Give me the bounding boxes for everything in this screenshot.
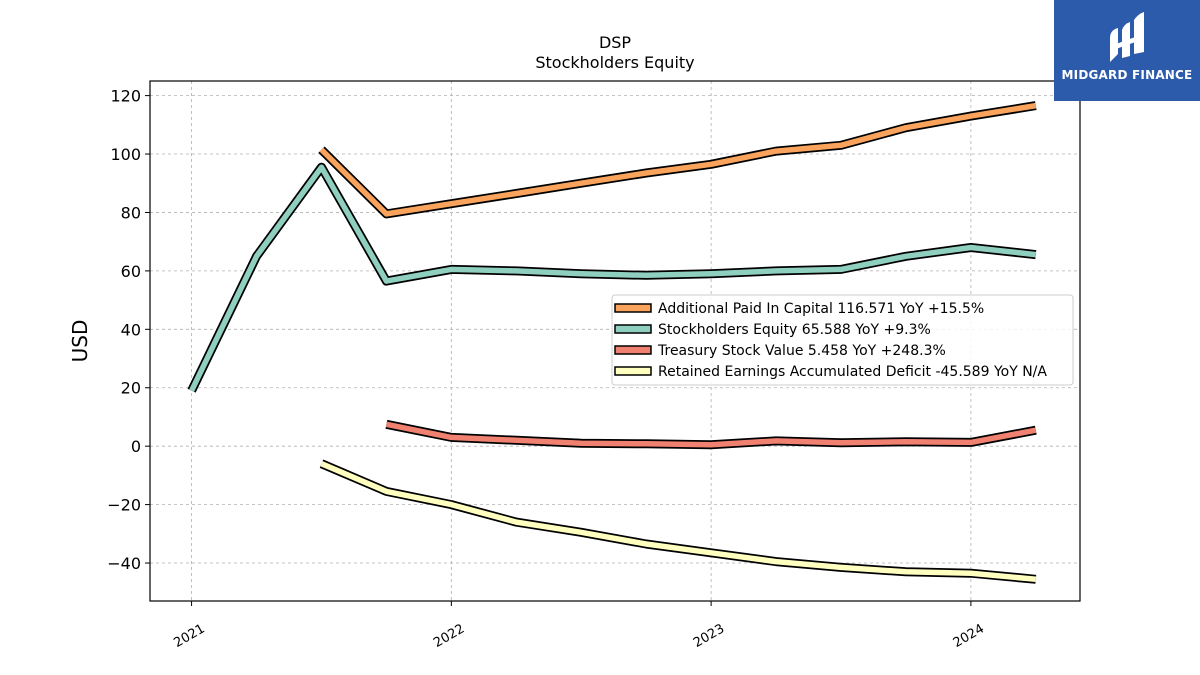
y-tick-label: 40 bbox=[121, 320, 141, 339]
y-tick-label: −20 bbox=[107, 496, 141, 515]
x-tick-label: 2022 bbox=[431, 621, 467, 651]
legend-label: Retained Earnings Accumulated Deficit -4… bbox=[658, 364, 1047, 380]
logo-text: MIDGARD FINANCE bbox=[1061, 68, 1193, 82]
y-tick-label: 0 bbox=[131, 437, 141, 456]
y-tick-label: −40 bbox=[107, 554, 141, 573]
legend-swatch bbox=[614, 324, 652, 334]
series-stroke bbox=[319, 102, 1037, 217]
y-tick-label: 100 bbox=[110, 145, 141, 164]
series-line-0 bbox=[318, 101, 1037, 219]
series-stroke bbox=[189, 164, 1037, 392]
series-outline bbox=[319, 459, 1037, 584]
midgard-logo-icon bbox=[1110, 12, 1144, 62]
legend-swatch bbox=[614, 366, 652, 376]
legend-swatch bbox=[614, 303, 652, 313]
y-tick-label: 80 bbox=[121, 203, 141, 222]
chart-subtitle: Stockholders Equity bbox=[535, 53, 694, 72]
chart-title: DSP bbox=[599, 33, 631, 52]
y-tick-label: 60 bbox=[121, 262, 141, 281]
y-axis-label: USD bbox=[68, 320, 92, 363]
legend: Additional Paid In Capital 116.571 YoY +… bbox=[611, 294, 1074, 386]
x-tick-label: 2023 bbox=[691, 621, 727, 651]
legend-box bbox=[611, 294, 1074, 386]
midgard-finance-logo: MIDGARD FINANCE bbox=[1054, 0, 1200, 101]
legend-label: Treasury Stock Value 5.458 YoY +248.3% bbox=[657, 343, 946, 359]
series-line-1 bbox=[187, 162, 1037, 393]
y-axis: −40 −20 0 20 40 60 80 100 120 bbox=[107, 87, 150, 573]
series-line-2 bbox=[385, 419, 1037, 450]
series-stroke bbox=[385, 421, 1037, 448]
series-stroke bbox=[320, 461, 1037, 583]
x-tick-label: 2021 bbox=[171, 621, 207, 651]
plot-frame bbox=[149, 80, 1081, 602]
x-tick-label: 2024 bbox=[951, 621, 987, 651]
y-tick-label: 20 bbox=[121, 379, 141, 398]
legend-swatch bbox=[614, 345, 652, 355]
x-axis: 2021 2022 2023 2024 bbox=[171, 601, 987, 651]
y-tick-label: 120 bbox=[110, 87, 141, 106]
series-layer bbox=[187, 101, 1037, 584]
series-line-3 bbox=[319, 459, 1037, 584]
legend-label: Stockholders Equity 65.588 YoY +9.3% bbox=[658, 322, 931, 338]
legend-label: Additional Paid In Capital 116.571 YoY +… bbox=[658, 301, 984, 317]
